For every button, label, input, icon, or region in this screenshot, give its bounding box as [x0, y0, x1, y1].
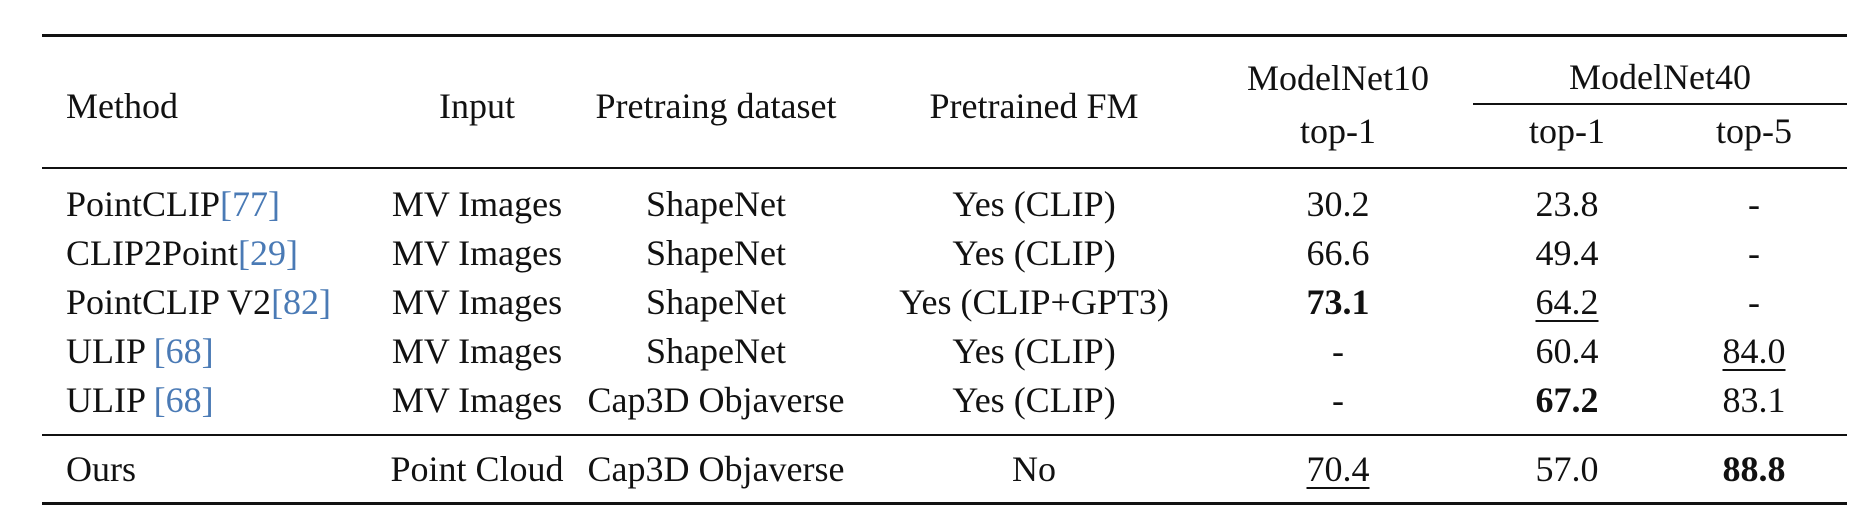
mn40-top5-cell-best: 88.8 [1722, 449, 1786, 489]
mn10-top1-cell: - [1332, 379, 1344, 420]
header-fm: Pretrained FM [929, 86, 1139, 126]
dataset-cell: ShapeNet [646, 330, 786, 371]
header-input: Input [439, 86, 515, 126]
citation-link[interactable]: [68] [153, 330, 214, 371]
input-cell: MV Images [391, 281, 563, 322]
method-cell: Ours [66, 449, 136, 489]
results-table: Method Input Pretraing dataset Pretraine… [42, 34, 1847, 505]
mn40-top1-cell: 64.2 [1473, 277, 1661, 326]
method-cell: PointCLIP[77] [42, 168, 387, 228]
mn40-top1-cell-best: 67.2 [1535, 379, 1599, 420]
second-best-value: 84.0 [1722, 330, 1786, 371]
fm-cell: No [1012, 449, 1056, 489]
header-mn40-top1: top-1 [1529, 111, 1605, 151]
method-name: CLIP2Point [66, 232, 239, 273]
mn40-top1-cell: 57.0 [1535, 449, 1599, 489]
table-row: PointCLIP V2[82] MV Images ShapeNet Yes … [42, 277, 1847, 326]
table-row: ULIP [68] MV Images Cap3D Objaverse Yes … [42, 375, 1847, 435]
results-table-container: Method Input Pretraing dataset Pretraine… [42, 34, 1847, 505]
header-method: Method [66, 86, 178, 126]
mn40-top5-cell: - [1748, 183, 1760, 224]
second-best-value: 64.2 [1535, 281, 1599, 322]
header-modelnet10: ModelNet10 [1247, 57, 1429, 98]
mn40-top5-cell: 83.1 [1722, 379, 1786, 420]
header-modelnet40: ModelNet40 [1473, 35, 1847, 105]
method-cell: ULIP [68] [42, 326, 387, 375]
method-cell: ULIP [68] [42, 375, 387, 435]
header-row-2: top-1 top-1 top-5 [42, 104, 1847, 168]
mn10-top1-cell: 30.2 [1306, 183, 1370, 224]
fm-cell: Yes (CLIP+GPT3) [899, 281, 1169, 322]
dataset-cell: Cap3D Objaverse [587, 449, 845, 489]
fm-cell: Yes (CLIP) [952, 232, 1116, 273]
mn10-top1-cell: 70.4 [1203, 435, 1473, 504]
citation-link[interactable]: [68] [153, 379, 214, 420]
second-best-value: 70.4 [1306, 449, 1370, 489]
table-row: PointCLIP[77] MV Images ShapeNet Yes (CL… [42, 168, 1847, 228]
method-name: PointCLIP [66, 183, 221, 224]
method-name: ULIP [66, 330, 154, 371]
input-cell: Point Cloud [390, 449, 564, 489]
method-cell: PointCLIP V2[82] [42, 277, 387, 326]
mn40-top5-cell: 84.0 [1661, 326, 1847, 375]
dataset-cell: ShapeNet [646, 232, 786, 273]
method-cell: CLIP2Point[29] [42, 228, 387, 277]
input-cell: MV Images [391, 232, 563, 273]
citation-link[interactable]: [82] [271, 281, 332, 322]
method-name: PointCLIP V2 [66, 281, 272, 322]
input-cell: MV Images [391, 330, 563, 371]
method-name: ULIP [66, 379, 154, 420]
header-mn40-top5: top-5 [1716, 111, 1792, 151]
table-row: CLIP2Point[29] MV Images ShapeNet Yes (C… [42, 228, 1847, 277]
dataset-cell: Cap3D Objaverse [587, 379, 845, 420]
citation-link[interactable]: [29] [238, 232, 299, 273]
header-row-1: Method Input Pretraing dataset Pretraine… [42, 35, 1847, 126]
header-mn10-top1: top-1 [1300, 110, 1376, 151]
mn10-top1-cell: 66.6 [1306, 232, 1370, 273]
header-dataset: Pretraing dataset [595, 86, 837, 126]
citation-link[interactable]: [77] [220, 183, 281, 224]
mn40-top1-cell: 23.8 [1535, 183, 1599, 224]
dataset-cell: ShapeNet [646, 183, 786, 224]
fm-cell: Yes (CLIP) [952, 183, 1116, 224]
table-row: ULIP [68] MV Images ShapeNet Yes (CLIP) … [42, 326, 1847, 375]
input-cell: MV Images [391, 379, 563, 420]
mn40-top5-cell: - [1748, 281, 1760, 322]
fm-cell: Yes (CLIP) [952, 330, 1116, 371]
mn10-top1-cell: - [1332, 330, 1344, 371]
table-row-ours: Ours Point Cloud Cap3D Objaverse No 70.4… [42, 435, 1847, 504]
fm-cell: Yes (CLIP) [952, 379, 1116, 420]
mn40-top1-cell: 60.4 [1535, 330, 1599, 371]
dataset-cell: ShapeNet [646, 281, 786, 322]
mn40-top5-cell: - [1748, 232, 1760, 273]
mn40-top1-cell: 49.4 [1535, 232, 1599, 273]
input-cell: MV Images [391, 183, 563, 224]
mn10-top1-cell-best: 73.1 [1306, 281, 1370, 322]
